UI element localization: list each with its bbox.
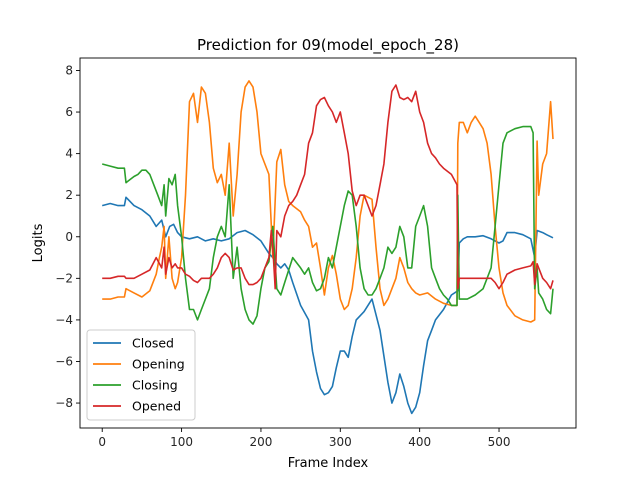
- series-line-opening: [102, 80, 554, 323]
- legend-box: [86, 329, 196, 421]
- x-tick-label: 100: [170, 435, 193, 449]
- series-layer: [101, 80, 554, 415]
- x-tick-label: 400: [408, 435, 431, 449]
- legend-label-closing: Closing: [132, 378, 178, 393]
- y-tick-label: 6: [65, 105, 73, 119]
- series-line-closing: [101, 125, 554, 325]
- y-tick-label: 0: [65, 230, 73, 244]
- x-axis: 0 100 200 300 400 500: [98, 428, 510, 449]
- legend: Closed Opening Closing Opened: [86, 329, 196, 421]
- y-tick-label: 4: [65, 147, 73, 161]
- x-tick-label: 200: [249, 435, 272, 449]
- y-axis: −8 −6 −4 −2 0 2 4 6 8: [55, 63, 80, 410]
- y-axis-label: Logits: [31, 223, 46, 262]
- x-tick-label: 500: [488, 435, 511, 449]
- legend-label-closed: Closed: [132, 336, 174, 351]
- legend-label-opened: Opened: [132, 399, 181, 414]
- plot-frame: [79, 57, 577, 429]
- series-line-opened: [102, 84, 554, 290]
- series-line-closed: [101, 196, 554, 415]
- y-tick-label: −4: [55, 313, 73, 327]
- legend-label-opening: Opening: [132, 357, 185, 372]
- x-tick-label: 0: [98, 435, 106, 449]
- y-tick-label: −2: [55, 271, 73, 285]
- x-tick-label: 300: [329, 435, 352, 449]
- y-tick-label: 8: [65, 63, 73, 77]
- y-tick-label: 2: [65, 188, 73, 202]
- y-tick-label: −8: [55, 396, 73, 410]
- y-tick-label: −6: [55, 354, 73, 368]
- x-axis-label: Frame Index: [288, 456, 369, 471]
- chart-title: Prediction for 09(model_epoch_28): [197, 36, 459, 55]
